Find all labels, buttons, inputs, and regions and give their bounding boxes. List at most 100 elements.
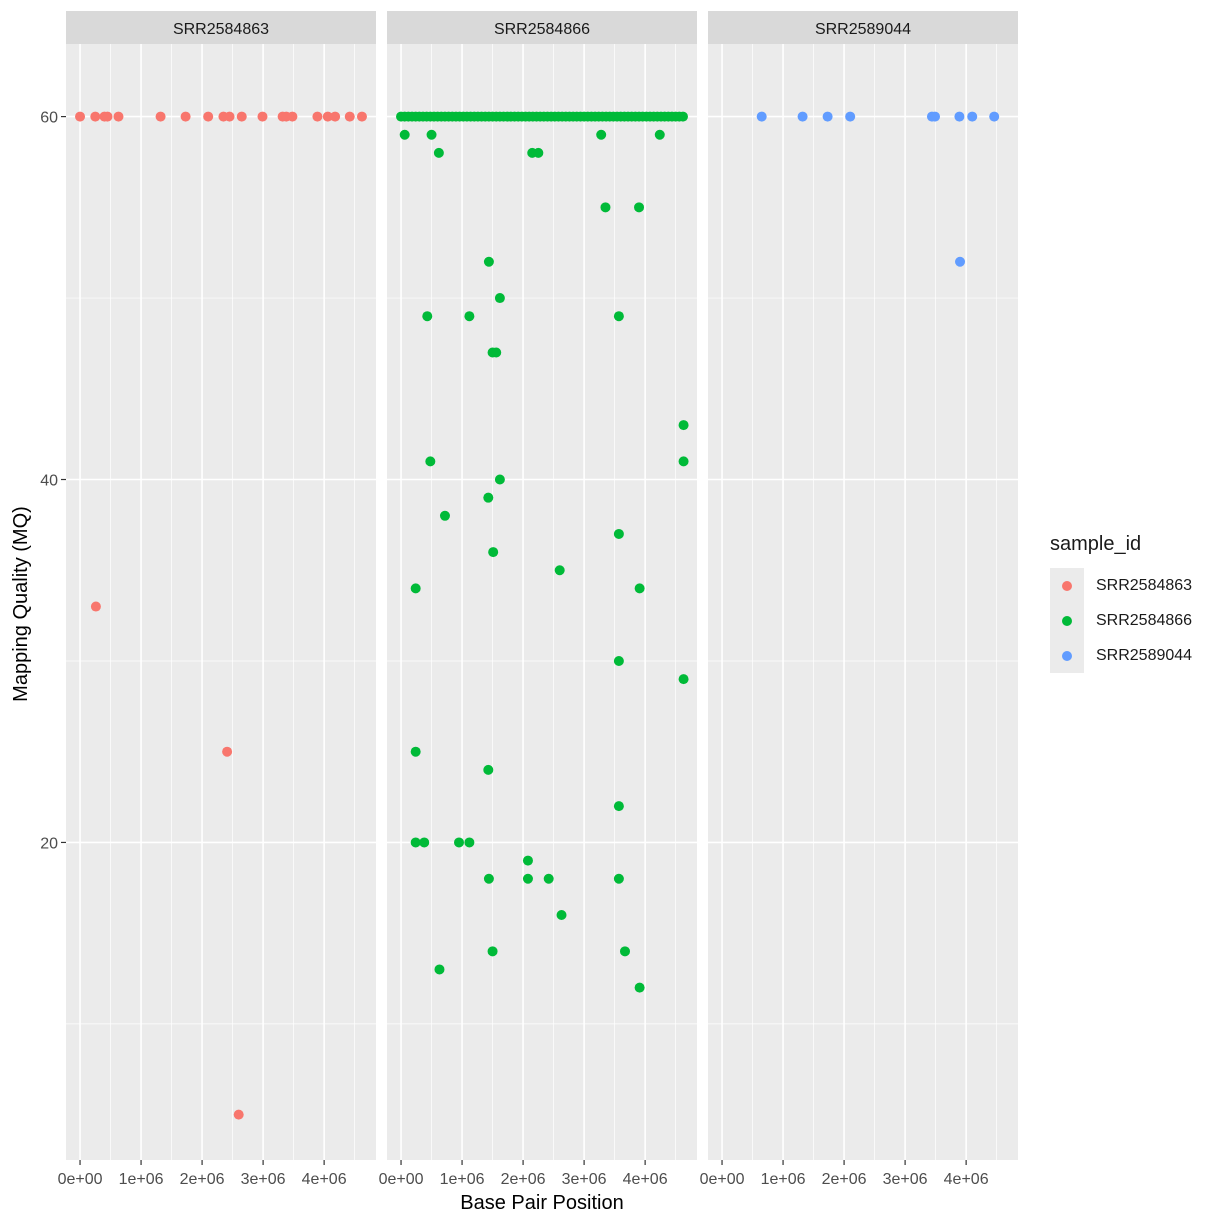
data-point	[113, 111, 124, 122]
data-point	[425, 456, 436, 467]
data-point	[439, 510, 450, 521]
data-point	[399, 129, 410, 140]
facet-strip-label: SRR2584863	[173, 21, 269, 38]
data-point	[344, 111, 355, 122]
data-point	[678, 674, 689, 685]
data-point	[330, 111, 341, 122]
facet-panel: SRR2584866 0e+00 1e+06 2e+06 3e+06 4e+06	[379, 11, 697, 1188]
data-point	[454, 837, 465, 848]
y-tick-label: 60	[40, 110, 58, 127]
legend-item-srr2584863: SRR2584863	[1050, 568, 1192, 603]
legend: sample_id SRR2584863 SRR2584866 SRR25890…	[1050, 532, 1192, 673]
data-point	[678, 420, 689, 431]
data-point	[822, 111, 833, 122]
data-point	[410, 746, 421, 757]
data-point	[287, 111, 298, 122]
data-point	[522, 855, 533, 866]
legend-label: SRR2584866	[1096, 611, 1193, 629]
data-point	[613, 873, 624, 884]
data-point	[613, 528, 624, 539]
data-point	[222, 746, 233, 757]
data-point	[533, 147, 544, 158]
y-axis: 20 40 60	[40, 110, 66, 852]
data-point	[410, 583, 421, 594]
data-point	[75, 111, 86, 122]
data-point	[224, 111, 235, 122]
data-point	[419, 837, 430, 848]
data-point	[322, 111, 333, 122]
data-point	[634, 583, 645, 594]
facet-strip-label: SRR2584866	[494, 21, 590, 38]
legend-item-srr2584866: SRR2584866	[1050, 603, 1192, 638]
facet-strip	[66, 11, 376, 44]
y-axis-title: Mapping Quality (MQ)	[10, 506, 32, 702]
data-point	[312, 111, 323, 122]
x-tick-label: 3e+06	[241, 1171, 286, 1188]
data-point	[613, 311, 624, 322]
data-point	[654, 129, 665, 140]
legend-key	[1050, 568, 1084, 603]
data-point	[155, 111, 166, 122]
panel-background	[66, 44, 376, 1160]
data-point	[102, 111, 113, 122]
data-point	[426, 129, 437, 140]
data-point	[596, 129, 607, 140]
facet-panel: SRR2584863 0e+00 1e+06 2e+06 3e+06 4e+06	[58, 11, 376, 1188]
data-point	[613, 655, 624, 666]
data-point	[483, 256, 494, 267]
data-point	[678, 456, 689, 467]
data-point	[434, 964, 445, 975]
x-axis-title: Base Pair Position	[460, 1192, 623, 1214]
legend-dot-icon	[1062, 651, 1072, 661]
data-point	[203, 111, 214, 122]
facet-strip-label: SRR2589044	[815, 21, 911, 38]
panel-background	[387, 44, 697, 1160]
x-tick-label: 4e+06	[623, 1171, 668, 1188]
data-point	[433, 147, 444, 158]
data-point	[634, 982, 645, 993]
data-point	[487, 946, 498, 957]
facet-strip	[387, 11, 697, 44]
x-tick-label: 1e+06	[761, 1171, 806, 1188]
data-point	[989, 111, 1000, 122]
data-point	[797, 111, 808, 122]
x-tick-label: 2e+06	[822, 1171, 867, 1188]
x-tick-label: 0e+00	[379, 1171, 424, 1188]
data-point	[930, 111, 941, 122]
data-point	[954, 111, 965, 122]
data-point	[845, 111, 856, 122]
y-tick-label: 20	[40, 835, 58, 852]
x-tick-label: 3e+06	[562, 1171, 607, 1188]
x-tick-label: 2e+06	[501, 1171, 546, 1188]
data-point	[600, 202, 611, 213]
x-tick-label: 1e+06	[119, 1171, 164, 1188]
x-tick-label: 0e+00	[58, 1171, 103, 1188]
x-tick-label: 2e+06	[180, 1171, 225, 1188]
data-point	[756, 111, 767, 122]
data-point	[233, 1109, 244, 1120]
data-point	[483, 764, 494, 775]
x-tick-label: 4e+06	[302, 1171, 347, 1188]
data-point	[613, 801, 624, 812]
data-point	[236, 111, 247, 122]
data-point	[90, 111, 101, 122]
data-point	[494, 474, 505, 485]
x-tick-label: 3e+06	[883, 1171, 928, 1188]
data-point	[464, 311, 475, 322]
data-point	[90, 601, 101, 612]
x-tick-label: 1e+06	[440, 1171, 485, 1188]
data-point	[356, 111, 367, 122]
data-point	[522, 873, 533, 884]
data-point	[410, 837, 421, 848]
data-point	[619, 946, 630, 957]
legend-item-srr2589044: SRR2589044	[1050, 638, 1192, 673]
data-point	[494, 293, 505, 304]
data-point	[955, 256, 966, 267]
data-point	[491, 347, 502, 358]
legend-label: SRR2589044	[1096, 646, 1193, 664]
legend-key	[1050, 638, 1084, 673]
data-point	[967, 111, 978, 122]
data-point	[634, 202, 645, 213]
facet-panel: SRR2589044 0e+00 1e+06 2e+06 3e+06 4e+06	[700, 11, 1018, 1188]
